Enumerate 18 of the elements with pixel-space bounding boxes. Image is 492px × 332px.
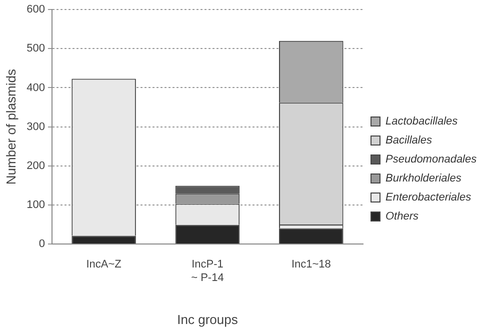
y-tick-label: 400: [26, 82, 45, 94]
x-tick-label: Inc1~18: [291, 258, 331, 271]
legend-label: Lactobacillales: [386, 116, 458, 128]
x-tick-label: IncA~Z: [86, 258, 122, 271]
legend-label: Pseudomonadales: [386, 154, 478, 166]
y-tick-label: 300: [26, 120, 45, 133]
y-axis-title: Number of plasmids: [3, 68, 18, 185]
legend-label: Bacillales: [386, 134, 432, 147]
y-tick-label: 600: [26, 4, 45, 16]
legend-label: Burkholderiales: [386, 172, 462, 185]
legend-label: Enterobacteriales: [386, 192, 472, 204]
y-tick-label: 200: [26, 160, 45, 172]
y-tick-label: 500: [26, 42, 45, 55]
x-tick-label: IncP-1 ~ P-14: [191, 258, 224, 284]
y-tick-label: 100: [26, 198, 45, 211]
x-axis-title: Inc groups: [177, 312, 238, 327]
legend-label: Others: [386, 210, 420, 223]
y-tick-label: 0: [38, 238, 45, 250]
